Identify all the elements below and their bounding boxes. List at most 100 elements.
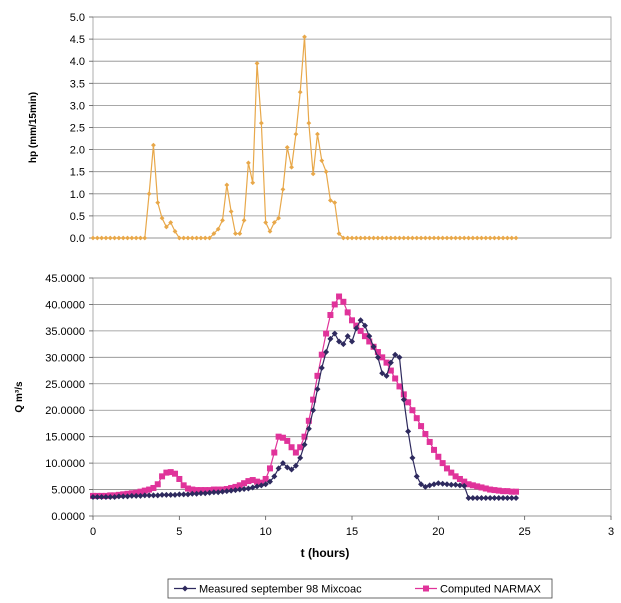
measured-point <box>400 396 407 403</box>
computed-point <box>159 473 166 480</box>
measured-point <box>241 486 248 493</box>
computed-point <box>452 473 459 480</box>
rainfall-point <box>224 182 230 188</box>
rainfall-point <box>353 235 359 241</box>
measured-point <box>288 466 295 473</box>
rainfall-point <box>461 235 467 241</box>
computed-point <box>456 475 463 482</box>
rainfall-point <box>457 235 463 241</box>
y-axis-label: hp (mm/15min) <box>28 92 39 163</box>
rainfall-point <box>500 235 506 241</box>
computed-point <box>284 437 291 444</box>
measured-point <box>236 486 243 493</box>
rainfall-point <box>310 171 316 177</box>
y-tick-label: 1.5 <box>70 167 85 179</box>
computed-point <box>435 453 442 460</box>
rainfall-point <box>107 235 113 241</box>
rainfall-point <box>453 235 458 241</box>
computed-point <box>465 481 472 488</box>
x-tick-label: 15 <box>346 526 358 538</box>
rainfall-point <box>233 231 238 236</box>
measured-point <box>461 482 468 489</box>
measured-point <box>154 492 161 499</box>
computed-point <box>443 465 450 472</box>
rainfall-point <box>492 235 497 241</box>
discharge-chart: 0.0000 5.0000 10.0000 15.0000 20.0000 25.0000… <box>14 273 614 560</box>
computed-point <box>310 396 317 403</box>
y-tick-label: 0.5 <box>70 211 85 223</box>
computed-point <box>197 487 204 494</box>
rainfall-point <box>466 235 471 241</box>
measured-point <box>392 351 399 358</box>
measured-point <box>258 482 265 489</box>
computed-point <box>336 293 343 300</box>
rainfall-point <box>220 217 225 223</box>
y-tick-label: 20.0000 <box>45 405 85 417</box>
rainfall-point <box>258 120 264 126</box>
computed-point <box>133 489 140 496</box>
rainfall-point <box>440 235 446 241</box>
rainfall-point <box>483 235 489 241</box>
measured-point <box>189 490 196 497</box>
computed-point <box>150 484 157 491</box>
x-axis-label: t (hours) <box>301 546 350 560</box>
rainfall-point <box>276 215 282 221</box>
rainfall-point <box>246 160 251 166</box>
measured-point <box>418 481 425 488</box>
computed-point <box>184 485 191 492</box>
rainfall-point <box>125 235 130 241</box>
rainfall-point <box>129 235 135 241</box>
computed-point <box>344 309 351 316</box>
y-tick-label: 0.0 <box>70 233 85 245</box>
measured-point <box>327 335 334 342</box>
measured-point <box>262 481 269 488</box>
computed-point <box>409 407 416 414</box>
rainfall-point <box>487 235 493 241</box>
measured-point <box>98 493 105 500</box>
y-tick-label: 10.0000 <box>45 458 85 470</box>
measured-point <box>413 473 420 480</box>
measured-point <box>383 372 390 379</box>
rainfall-point <box>414 235 420 241</box>
measured-point <box>370 343 377 350</box>
rainfall-point <box>289 164 294 170</box>
rainfall-point <box>254 61 260 66</box>
rainfall-point <box>168 220 174 225</box>
measured-point <box>340 341 347 348</box>
measured-point <box>271 473 278 480</box>
rainfall-point <box>172 228 178 234</box>
measured-point <box>336 338 343 345</box>
measured-point <box>137 492 144 499</box>
rainfall-point <box>112 235 117 241</box>
rainfall-point <box>241 217 247 223</box>
measured-point <box>314 386 321 393</box>
measured-point <box>349 338 355 345</box>
rainfall-point <box>116 235 122 241</box>
y-tick-label: 3.0 <box>70 100 85 112</box>
legend: Measured september 98 Mixcoac Computed NA… <box>167 578 553 599</box>
measured-point <box>513 495 520 502</box>
y-tick-label: 45.0000 <box>45 273 85 285</box>
computed-point <box>167 469 174 476</box>
rainfall-point <box>267 228 273 234</box>
rainfall-point <box>211 231 217 236</box>
measured-point <box>318 364 325 371</box>
computed-point <box>279 434 286 441</box>
measured-point <box>284 464 291 471</box>
measured-point <box>357 317 364 324</box>
rainfall-point <box>427 235 433 241</box>
measured-point <box>426 482 433 489</box>
measured-point <box>206 489 213 496</box>
measured-point <box>163 491 170 498</box>
measured-point <box>266 478 273 485</box>
measured-point <box>478 495 485 502</box>
computed-point <box>245 478 252 485</box>
measured-point <box>353 325 360 332</box>
x-tick-label: 0 <box>90 526 96 538</box>
rainfall-point <box>336 231 342 236</box>
y-tick-label: 2.5 <box>70 123 85 135</box>
measured-point <box>469 495 476 502</box>
rainfall-point <box>94 235 100 241</box>
computed-point <box>431 446 438 453</box>
computed-point <box>366 338 373 345</box>
